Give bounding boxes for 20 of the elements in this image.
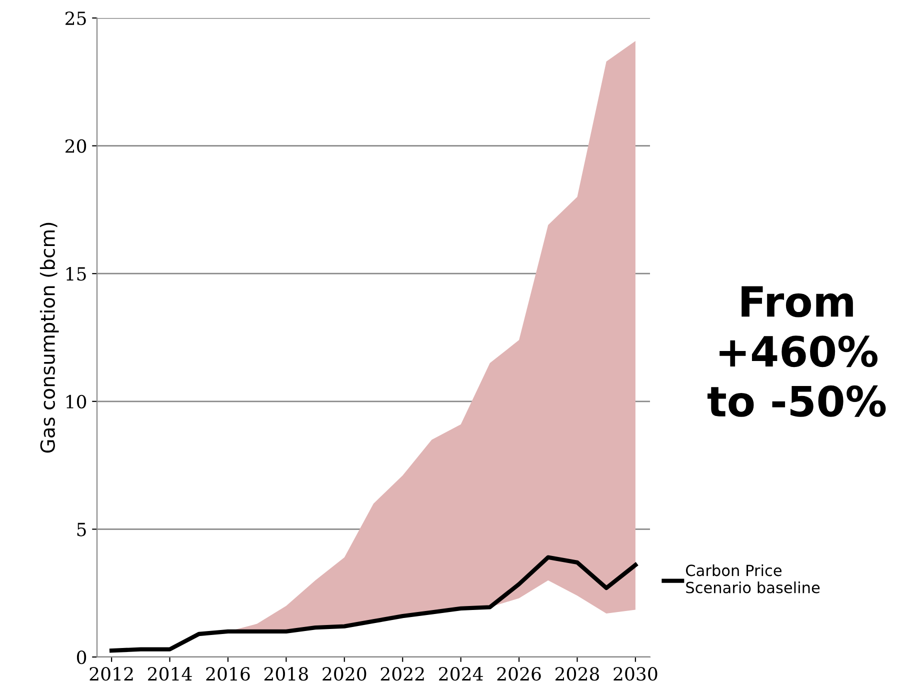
x-tick-label: 2014 — [148, 667, 192, 681]
x-tick-label: 2016 — [206, 667, 250, 681]
x-tick-label: 2024 — [439, 667, 483, 681]
legend-label: Carbon Price Scenario baseline — [686, 564, 820, 594]
x-tick-label: 2020 — [322, 667, 366, 681]
x-tick-label: 2018 — [264, 667, 308, 681]
y-axis-title: Gas consumption (bcm) — [40, 222, 59, 453]
text: From +460% to -50% — [708, 286, 886, 417]
line-series — [109, 555, 638, 653]
y-tick-label: 25 — [66, 11, 86, 26]
x-tick-label: 2028 — [555, 667, 599, 681]
y-tick-label: 0 — [76, 650, 86, 664]
x-tick-label: 2030 — [614, 667, 658, 681]
y-tick-label: 10 — [66, 394, 86, 409]
x-tick-label: 2022 — [380, 667, 424, 681]
y-tick-label: 15 — [66, 267, 86, 281]
y-tick-label: 20 — [66, 139, 86, 153]
x-tick-label: 2012 — [90, 667, 133, 681]
y-tick-label: 5 — [77, 522, 86, 536]
x-tick-label: 2026 — [497, 667, 541, 681]
